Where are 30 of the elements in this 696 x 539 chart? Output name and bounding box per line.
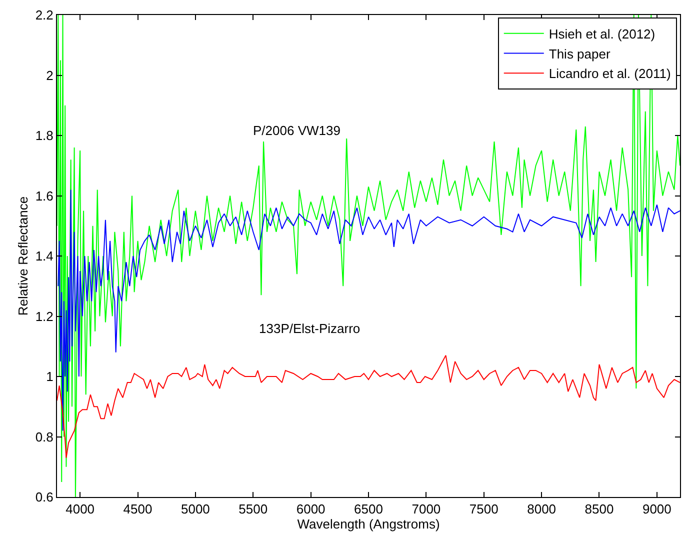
x-tick-label: 4500 bbox=[123, 502, 152, 517]
x-tick-label: 6500 bbox=[354, 502, 383, 517]
legend-label: Hsieh et al. (2012) bbox=[548, 26, 656, 42]
line-series bbox=[58, 189, 680, 432]
line-series bbox=[57, 354, 680, 458]
x-tick-label: 8000 bbox=[527, 502, 556, 517]
y-tick-label: 1 bbox=[46, 369, 54, 384]
y-tick-label: 1.2 bbox=[35, 308, 54, 324]
x-tick-label: 6000 bbox=[296, 502, 326, 517]
y-axis-title: Relative Reflectance bbox=[15, 196, 30, 316]
x-tick-label: 7000 bbox=[412, 502, 441, 517]
x-tick-label: 5000 bbox=[180, 502, 210, 517]
legend-label: This paper bbox=[548, 46, 611, 62]
legend-label: Licandro et al. (2011) bbox=[548, 66, 671, 82]
y-tick-label: 1.6 bbox=[35, 188, 54, 204]
x-tick-label: 8500 bbox=[584, 502, 614, 517]
y-tick-label: 1.8 bbox=[35, 128, 54, 144]
annotation: P/2006 VW139 bbox=[253, 123, 340, 138]
x-tick-label: 7500 bbox=[469, 502, 498, 517]
y-tick-label: 2.2 bbox=[35, 8, 54, 23]
annotation: 133P/Elst-Pizarro bbox=[259, 321, 360, 336]
x-tick-label: 5500 bbox=[238, 502, 268, 517]
y-tick-label: 1.4 bbox=[35, 248, 54, 264]
x-tick-label: 9000 bbox=[642, 502, 672, 517]
x-tick-label: 4000 bbox=[66, 502, 95, 517]
y-tick-label: 0.8 bbox=[35, 429, 54, 444]
x-axis-title: Wavelength (Angstroms) bbox=[297, 516, 440, 532]
y-tick-label: 0.6 bbox=[35, 490, 54, 505]
line-series bbox=[57, 15, 680, 497]
y-tick-label: 2 bbox=[46, 68, 54, 83]
